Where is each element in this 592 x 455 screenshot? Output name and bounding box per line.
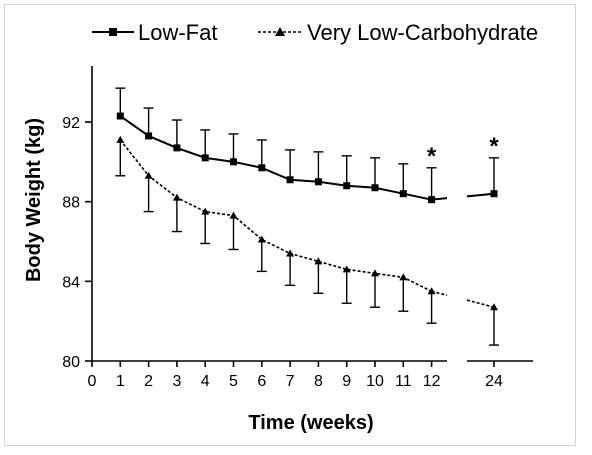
x-tick-label: 8	[314, 373, 323, 390]
y-tick-label: 92	[62, 115, 80, 132]
point-low-fat	[399, 190, 407, 198]
point-low-fat	[286, 176, 294, 184]
series-break-stub	[466, 299, 495, 308]
error-bars	[115, 87, 499, 346]
point-low-carb	[371, 269, 379, 277]
point-low-fat	[230, 158, 237, 166]
point-low-carb	[172, 193, 181, 201]
point-low-carb	[144, 171, 153, 179]
x-tick-label: 2	[144, 373, 153, 390]
point-low-fat	[258, 164, 266, 172]
point-low-carb	[490, 303, 498, 311]
x-tick-label: 10	[366, 373, 384, 390]
point-low-carb	[399, 273, 408, 281]
y-tick-label: 80	[62, 354, 80, 371]
x-tick-label: 24	[485, 373, 503, 390]
annotations: * *	[427, 133, 499, 170]
point-low-fat	[173, 144, 181, 152]
x-tick-label: 9	[342, 373, 351, 390]
x-tick-label: 7	[286, 373, 295, 390]
markers	[116, 112, 498, 311]
point-low-fat	[116, 112, 124, 120]
point-low-carb	[342, 265, 351, 273]
point-low-carb	[286, 249, 295, 257]
significance-star: *	[489, 133, 499, 160]
x-tick-label: 4	[201, 373, 210, 390]
point-low-fat	[145, 132, 153, 140]
legend-label-low-fat: Low-Fat	[138, 20, 217, 45]
series-line-low-fat	[119, 115, 432, 201]
series-break-stub	[466, 192, 495, 198]
point-low-fat	[201, 154, 209, 162]
legend: Low-Fat Very Low-Carbohydrate	[92, 20, 538, 45]
y-axis-title: Body Weight (kg)	[23, 118, 45, 282]
x-axis-title: Time (weeks)	[248, 412, 373, 434]
point-low-fat	[314, 178, 322, 186]
point-low-carb	[427, 287, 436, 295]
legend-label-low-carb: Very Low-Carbohydrate	[307, 20, 538, 45]
x-tick-label: 1	[116, 373, 125, 390]
x-ticks: 0 1 2 3 4 5 6 7 8 9 10 11 12 24	[88, 361, 503, 390]
series-line-low-carb	[119, 139, 432, 293]
point-low-carb	[201, 207, 210, 215]
x-tick-label: 0	[88, 373, 97, 390]
point-low-carb	[257, 235, 266, 243]
chart-frame	[4, 4, 576, 446]
x-tick-label: 5	[229, 373, 238, 390]
y-tick-label: 84	[62, 274, 80, 291]
point-low-fat	[371, 184, 379, 192]
x-tick-label: 6	[257, 373, 266, 390]
x-tick-label: 11	[395, 373, 412, 390]
point-low-carb	[229, 211, 238, 219]
x-tick-label: 12	[423, 373, 441, 390]
point-low-fat	[428, 196, 436, 204]
legend-marker-low-fat	[109, 28, 117, 36]
point-low-carb	[314, 257, 323, 265]
y-ticks: 80 84 88 92	[62, 115, 92, 371]
point-low-fat	[343, 182, 351, 190]
x-tick-label: 3	[172, 373, 181, 390]
significance-star: *	[427, 143, 437, 170]
legend-marker-low-carb	[275, 27, 285, 36]
y-tick-label: 88	[62, 195, 80, 212]
point-low-fat	[490, 190, 498, 198]
point-low-carb	[116, 135, 125, 143]
